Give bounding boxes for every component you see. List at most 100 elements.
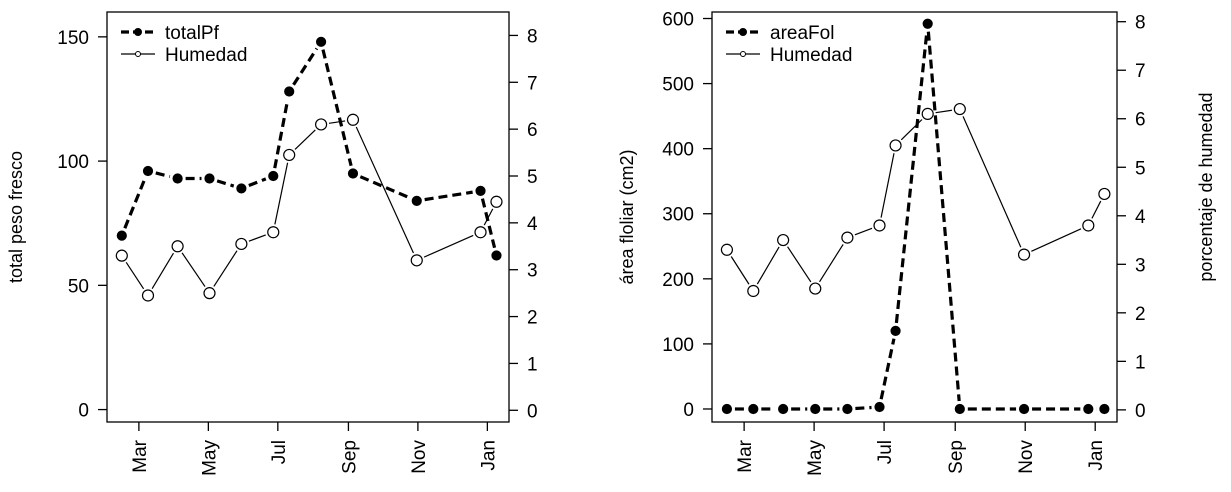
series-1-point bbox=[954, 403, 965, 415]
legend-label-2: Humedad bbox=[770, 45, 852, 66]
series-2-point bbox=[873, 219, 886, 232]
series-1-point bbox=[721, 403, 733, 415]
series-2-point bbox=[841, 231, 854, 244]
left-y-tick-label: 400 bbox=[662, 140, 694, 161]
series-1-segment bbox=[321, 49, 353, 167]
series-2-point bbox=[809, 282, 822, 295]
series-1-point bbox=[347, 168, 359, 179]
series-1-point bbox=[315, 36, 327, 47]
series-1-point bbox=[748, 403, 759, 415]
series-1-point bbox=[810, 403, 821, 415]
series-2-segment bbox=[294, 129, 316, 150]
right-y-tick-label: 3 bbox=[1135, 255, 1146, 276]
series-1-point bbox=[1099, 403, 1110, 415]
left-y-tick-label: 600 bbox=[662, 10, 694, 31]
right-y-tick-label: 0 bbox=[527, 401, 538, 422]
legend-marker-2 bbox=[135, 51, 141, 57]
x-tick-label: Mar bbox=[735, 439, 756, 472]
x-tick-label: Jan bbox=[1086, 440, 1107, 471]
series-2-point bbox=[314, 118, 328, 131]
series-2-segment bbox=[819, 244, 844, 283]
series-2-point bbox=[921, 107, 934, 120]
series-1-segment bbox=[855, 405, 872, 411]
right-y-tick-label: 2 bbox=[1135, 304, 1146, 325]
series-2-segment bbox=[213, 250, 238, 287]
series-2-segment bbox=[181, 252, 206, 287]
series-1-point bbox=[236, 183, 247, 194]
right-y-tick-label: 2 bbox=[527, 308, 538, 329]
left-y-tick-label: 0 bbox=[683, 400, 694, 421]
right-y-tick-label: 1 bbox=[1135, 352, 1146, 373]
legend-label-1: totalPf bbox=[165, 23, 220, 44]
series-2-point bbox=[115, 249, 128, 262]
series-2-point bbox=[720, 243, 734, 256]
left-y-axis-label: total peso fresco bbox=[6, 151, 26, 283]
series-1-segment bbox=[894, 31, 929, 324]
left-y-tick-label: 300 bbox=[662, 205, 694, 226]
series-2-segment bbox=[423, 234, 474, 258]
plot-frame bbox=[711, 11, 1118, 423]
chart-panel-2: 0 100 200 300 400 500 600 0 1 2 3 4 5 6 7 8 Mar May Jul Sep… bbox=[617, 10, 1216, 476]
series-1-segment bbox=[292, 47, 319, 86]
series-2-point bbox=[283, 148, 296, 162]
right-y-tick-label: 7 bbox=[1135, 61, 1146, 82]
right-y-tick-label: 5 bbox=[527, 167, 538, 188]
series-2-point bbox=[203, 287, 216, 300]
left-y-tick-label: 200 bbox=[662, 270, 694, 291]
series-2-segment bbox=[274, 162, 289, 225]
series-2-segment bbox=[756, 246, 780, 285]
right-y-tick-label: 4 bbox=[1135, 207, 1146, 228]
series-2-segment bbox=[900, 119, 923, 141]
series-1-segment bbox=[879, 338, 896, 400]
left-y-tick-label: 100 bbox=[57, 152, 89, 173]
series-2-point bbox=[889, 139, 902, 152]
right-y-axis-label: porcentaje de humedad bbox=[1196, 92, 1216, 281]
series-2-point bbox=[777, 233, 790, 247]
left-y-tick-label: 50 bbox=[68, 276, 89, 297]
x-tick-label: Jan bbox=[478, 440, 499, 471]
series-1-point bbox=[1018, 403, 1030, 415]
series-1-point bbox=[491, 250, 502, 261]
left-y-axis-label: área floliar (cm2) bbox=[617, 149, 637, 284]
left-y-tick-label: 0 bbox=[78, 401, 89, 422]
x-tick-label: Nov bbox=[409, 440, 430, 474]
series-2-point bbox=[171, 240, 184, 253]
series-2-segment bbox=[880, 153, 895, 218]
x-tick-label: Jul bbox=[875, 440, 896, 464]
right-y-tick-label: 8 bbox=[527, 26, 538, 47]
right-y-tick-label: 1 bbox=[527, 354, 538, 375]
x-tick-label: May bbox=[199, 440, 220, 476]
right-y-tick-label: 3 bbox=[527, 261, 538, 282]
series-1-point bbox=[778, 403, 789, 415]
series-1-point bbox=[842, 403, 853, 415]
series-2-point bbox=[490, 195, 503, 208]
series-2-segment bbox=[854, 227, 873, 236]
legend-marker-2 bbox=[740, 51, 746, 57]
series-1-segment bbox=[926, 31, 961, 402]
legend-label-1: areaFol bbox=[770, 23, 834, 44]
series-2-point bbox=[1098, 187, 1111, 201]
series-2-point bbox=[410, 254, 423, 267]
x-tick-label: Sep bbox=[946, 440, 967, 474]
series-2-point bbox=[141, 289, 155, 302]
x-tick-label: May bbox=[805, 440, 826, 476]
series-2-segment bbox=[962, 116, 1022, 248]
series-2-point bbox=[1017, 248, 1031, 261]
series-1-point bbox=[268, 170, 279, 182]
series-1-segment bbox=[248, 177, 267, 188]
left-y-tick-label: 100 bbox=[662, 335, 694, 356]
series-2-segment bbox=[730, 256, 750, 285]
x-tick-label: Jul bbox=[269, 440, 290, 464]
series-1-point bbox=[116, 230, 127, 241]
series-2-segment bbox=[328, 120, 346, 124]
series-2-segment bbox=[355, 126, 414, 254]
series-2-point bbox=[747, 284, 760, 298]
series-2-segment bbox=[1091, 200, 1102, 219]
series-1-point bbox=[172, 173, 183, 184]
series-2-segment bbox=[935, 109, 952, 114]
series-2-segment bbox=[1031, 228, 1082, 252]
series-2-segment bbox=[151, 252, 174, 289]
series-2-segment bbox=[125, 262, 145, 290]
series-1-point bbox=[411, 195, 422, 206]
